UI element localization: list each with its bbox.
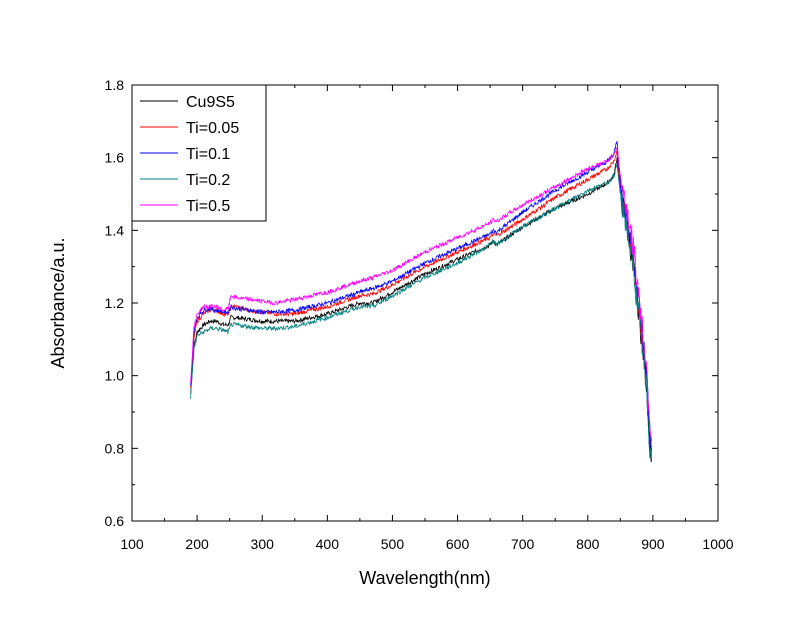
x-tick-label: 1000 [702,536,733,552]
y-tick-label: 1.0 [105,368,125,384]
y-tick-label: 0.6 [105,513,125,529]
y-tick-label: 1.6 [105,150,125,166]
series-line-3 [190,164,652,460]
y-tick-label: 1.2 [105,295,125,311]
series-line-0 [190,157,652,463]
x-tick-label: 300 [251,536,275,552]
x-axis-title: Wavelength(nm) [359,568,490,588]
series-layer [190,140,652,463]
y-tick-label: 1.4 [105,222,125,238]
x-tick-label: 800 [576,536,600,552]
x-tick-label: 600 [446,536,470,552]
y-tick-label: 0.8 [105,440,125,456]
series-line-2 [190,140,652,452]
legend-label: Ti=0.1 [186,146,230,163]
x-axis: 100 200 300 400 500 600 700 800 900 1000 [120,85,734,552]
x-tick-label: 700 [511,536,535,552]
legend-label: Ti=0.5 [186,198,230,215]
x-tick-label: 400 [316,536,340,552]
x-tick-label: 200 [185,536,209,552]
y-tick-label: 1.8 [105,77,125,93]
x-tick-label: 100 [120,536,144,552]
y-axis-title: Absorbance/a.u. [48,237,68,368]
y-axis: 0.6 0.8 1.0 1.2 1.4 1.6 1.8 [105,77,718,529]
legend-label: Ti=0.2 [186,172,230,189]
legend-label: Ti=0.05 [186,120,239,137]
legend: Cu9S5 Ti=0.05 Ti=0.1 Ti=0.2 Ti=0.5 [131,84,267,222]
legend-label: Cu9S5 [186,94,235,111]
x-tick-label: 500 [381,536,405,552]
series-line-4 [190,147,652,442]
x-tick-label: 900 [641,536,665,552]
